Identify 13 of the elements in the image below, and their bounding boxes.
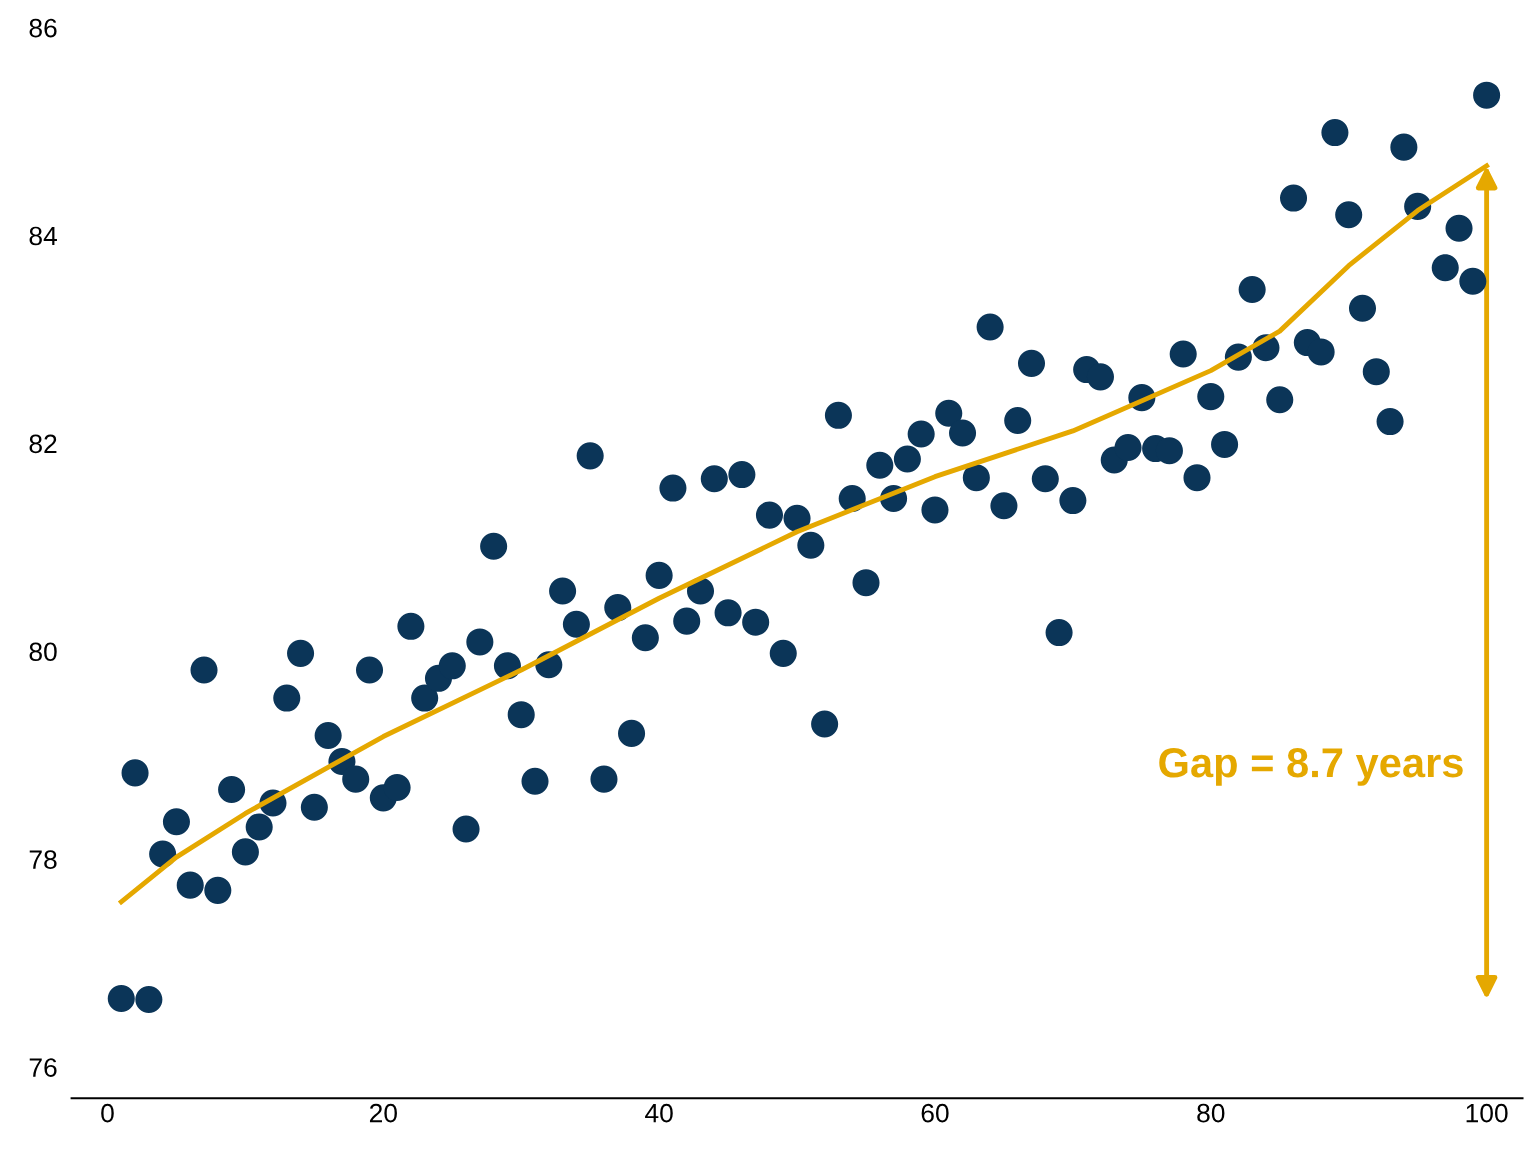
y-tick-label: 82 <box>29 434 57 454</box>
x-tick-label: 20 <box>369 1103 397 1123</box>
x-tick-label: 60 <box>921 1103 949 1123</box>
annotation: Gap = 8.7 years <box>1159 748 1463 786</box>
y-tick-label: 78 <box>29 850 57 869</box>
x-tick-label: 40 <box>645 1103 673 1123</box>
y-tick-label: 76 <box>29 1058 57 1077</box>
x-tick-label: 0 <box>101 1103 114 1123</box>
x-tick-label: 100 <box>1466 1103 1508 1123</box>
y-tick-label: 84 <box>29 226 57 246</box>
x-tick-label: 80 <box>1197 1103 1225 1123</box>
y-tick-label: 80 <box>29 642 57 662</box>
y-tick-label: 86 <box>29 18 57 38</box>
